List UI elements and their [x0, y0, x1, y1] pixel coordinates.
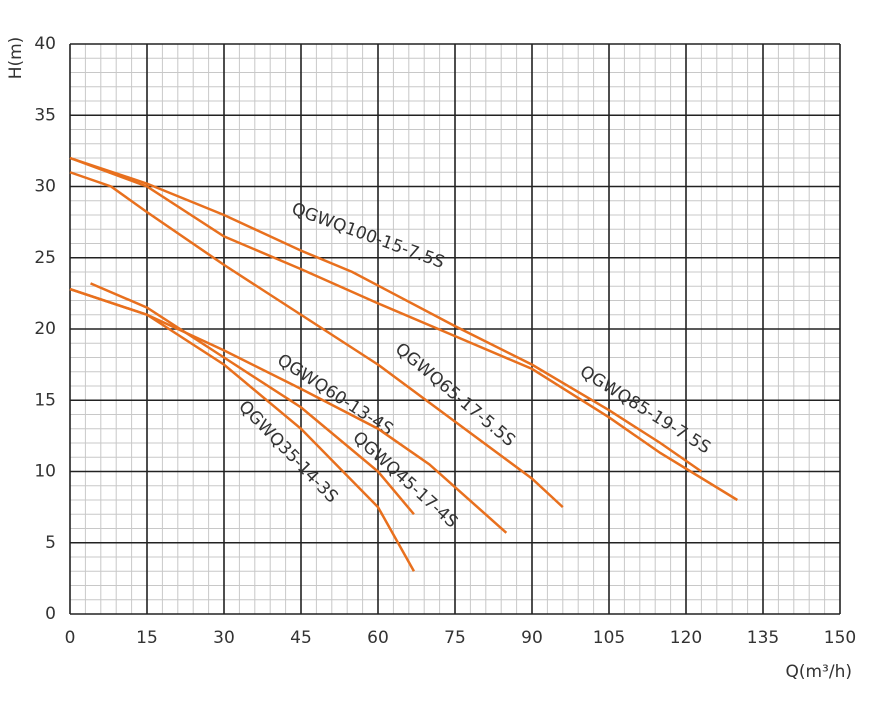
x-tick-label: 0	[65, 628, 76, 648]
y-tick-label: 5	[45, 533, 56, 553]
x-tick-label: 30	[213, 628, 235, 648]
x-tick-label: 90	[521, 628, 543, 648]
curve	[90, 282, 415, 516]
y-tick-label: 35	[34, 105, 56, 125]
y-tick-label: 20	[34, 319, 56, 339]
x-axis-label: Q(m³/h)	[785, 662, 852, 682]
y-axis-label: H(m)	[6, 37, 26, 80]
curve-label: QGWQ100-15-7.5S	[289, 199, 447, 273]
curve	[69, 287, 416, 572]
x-tick-label: 135	[747, 628, 779, 648]
y-tick-label: 30	[34, 177, 56, 197]
y-tick-label: 40	[34, 34, 56, 54]
curve	[69, 156, 703, 473]
x-tick-label: 45	[290, 628, 312, 648]
x-tick-label: 75	[444, 628, 466, 648]
y-tick-label: 0	[45, 604, 56, 624]
x-tick-label: 15	[136, 628, 158, 648]
x-tick-label: 105	[593, 628, 625, 648]
x-tick-label: 150	[824, 628, 856, 648]
y-tick-label: 10	[34, 462, 56, 482]
x-tick-label: 60	[367, 628, 389, 648]
curve	[69, 156, 738, 502]
x-tick-label: 120	[670, 628, 702, 648]
y-tick-label: 15	[34, 390, 56, 410]
curve	[69, 171, 564, 509]
y-tick-label: 25	[34, 248, 56, 268]
